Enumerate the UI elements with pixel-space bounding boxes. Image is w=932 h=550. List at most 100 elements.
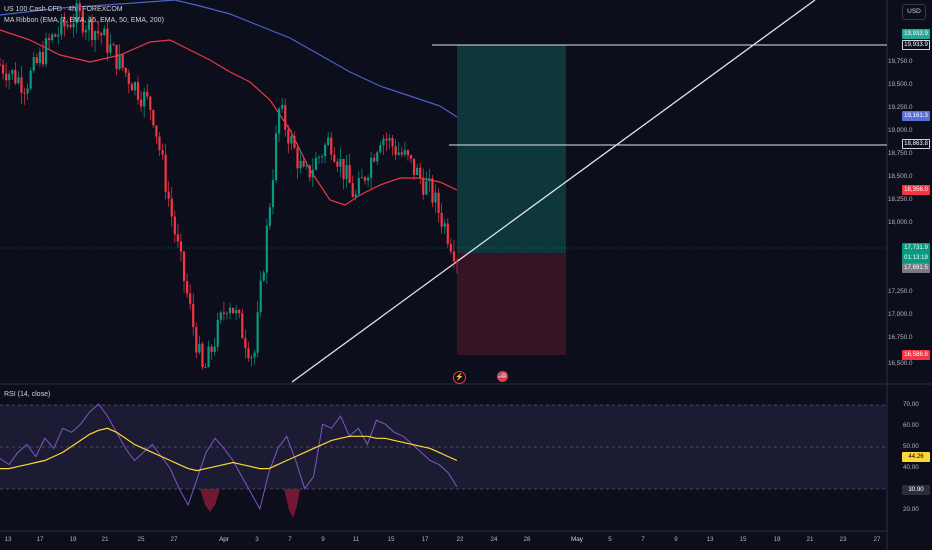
rsi-legend[interactable]: RSI (14, close) xyxy=(4,391,51,398)
candle-body xyxy=(57,34,60,37)
time-axis-label: 21 xyxy=(101,536,109,543)
candle-body xyxy=(327,137,330,145)
candle-body xyxy=(425,181,428,195)
candle-body xyxy=(103,28,106,36)
candle-body xyxy=(440,212,443,227)
candle-body xyxy=(66,24,69,27)
price-axis-label: 16,750.0 xyxy=(888,334,913,341)
candle-body xyxy=(422,177,425,195)
candle-body xyxy=(268,207,272,226)
candle-body xyxy=(443,223,446,227)
candle-body xyxy=(241,313,244,339)
time-axis-label: 22 xyxy=(456,536,464,543)
time-axis-label: May xyxy=(571,536,583,543)
time-axis-label: 21 xyxy=(806,536,814,543)
candle-body xyxy=(428,178,431,182)
candle-body xyxy=(219,312,222,320)
candle-body xyxy=(0,64,2,66)
candle-body xyxy=(333,154,336,162)
position-profit-zone[interactable] xyxy=(457,45,566,253)
candle-body xyxy=(127,72,130,84)
candle-body xyxy=(124,67,127,73)
candle-body xyxy=(317,157,321,159)
price-axis-label: 18,000.0 xyxy=(888,219,913,226)
candle-body xyxy=(152,109,155,126)
ema-200-line xyxy=(0,0,458,118)
position-loss-zone[interactable] xyxy=(457,253,566,355)
candle-body xyxy=(155,125,158,137)
time-axis-label: 23 xyxy=(839,536,847,543)
rsi-axis-label: 20.00 xyxy=(903,506,919,513)
candle-body xyxy=(213,346,216,352)
flash-event-icon[interactable]: ⚡ xyxy=(453,371,466,384)
candle-body xyxy=(29,70,32,89)
candle-body xyxy=(78,3,81,12)
currency-button[interactable]: USD xyxy=(902,4,926,20)
candle-body xyxy=(47,38,51,41)
candle-body xyxy=(345,164,348,180)
candle-body xyxy=(23,92,26,94)
candle-body xyxy=(75,3,78,24)
indicator-legend[interactable]: MA Ribbon (EMA, 7, EMA, 15, EMA, 50, EMA… xyxy=(4,17,164,24)
price-axis-label: 18,250.0 xyxy=(888,196,913,203)
candle-body xyxy=(32,57,35,71)
price-axis-label: 18,750.0 xyxy=(888,150,913,157)
candle-body xyxy=(342,158,345,180)
candle-body xyxy=(348,164,351,184)
stop-price-tag: 16,588.8 xyxy=(902,350,930,360)
rsi-axis-label: 50.00 xyxy=(903,443,919,450)
time-axis-label: 13 xyxy=(4,536,12,543)
price-axis-label: 19,250.0 xyxy=(888,104,913,111)
candle-body xyxy=(81,11,84,33)
candle-body xyxy=(299,160,302,169)
candle-body xyxy=(115,44,118,69)
candle-body xyxy=(100,33,103,36)
resistance-tag: 18,863.8 xyxy=(902,139,930,149)
target-price-tag: 19,933.9 xyxy=(902,29,930,39)
candle-body xyxy=(112,44,115,46)
time-axis-label: 13 xyxy=(706,536,714,543)
candle-body xyxy=(35,57,38,64)
candle-body xyxy=(1,64,5,74)
rsi-axis-label: 60.00 xyxy=(903,422,919,429)
rsi-ma-line xyxy=(0,427,458,472)
time-axis-label: 15 xyxy=(739,536,747,543)
candle-body xyxy=(385,138,388,141)
time-axis-label: 25 xyxy=(137,536,145,543)
candle-body xyxy=(161,149,164,155)
time-axis-label: 9 xyxy=(674,536,678,543)
candle-body xyxy=(397,152,400,155)
candle-body xyxy=(449,243,452,252)
candle-body xyxy=(149,96,152,110)
candle-body xyxy=(189,293,192,304)
entry-price-tag: 17,691.5 xyxy=(902,263,930,273)
time-axis-label: 27 xyxy=(873,536,881,543)
candle-body xyxy=(293,135,296,148)
time-axis-label: 7 xyxy=(288,536,292,543)
price-axis-label: 17,000.0 xyxy=(888,311,913,318)
rsi-oversold-fill xyxy=(284,489,300,518)
candle-body xyxy=(97,31,100,34)
rsi-axis-label: 40.00 xyxy=(903,464,919,471)
symbol-legend[interactable]: US 100 Cash CFD · 4h · FOREXCOM xyxy=(4,6,123,13)
countdown-tag: 01:13:19 xyxy=(902,253,930,263)
candle-body xyxy=(336,161,339,167)
trend-line[interactable] xyxy=(291,0,816,383)
candle-body xyxy=(388,138,391,141)
candle-body xyxy=(232,307,235,314)
candle-body xyxy=(339,158,342,167)
candle-body xyxy=(455,261,459,263)
candle-body xyxy=(274,133,278,181)
candle-body xyxy=(305,165,308,167)
price-axis-label: 18,500.0 xyxy=(888,173,913,180)
candle-body xyxy=(235,310,238,314)
us-flag-event-icon[interactable]: 🇺🇸 xyxy=(497,371,508,382)
time-axis-label: Apr xyxy=(219,536,229,543)
candle-body xyxy=(146,91,149,97)
time-axis-label: 27 xyxy=(170,536,178,543)
candle-body xyxy=(324,144,327,157)
candle-body xyxy=(93,31,97,40)
candle-body xyxy=(382,138,385,146)
time-axis-label: 19 xyxy=(69,536,77,543)
